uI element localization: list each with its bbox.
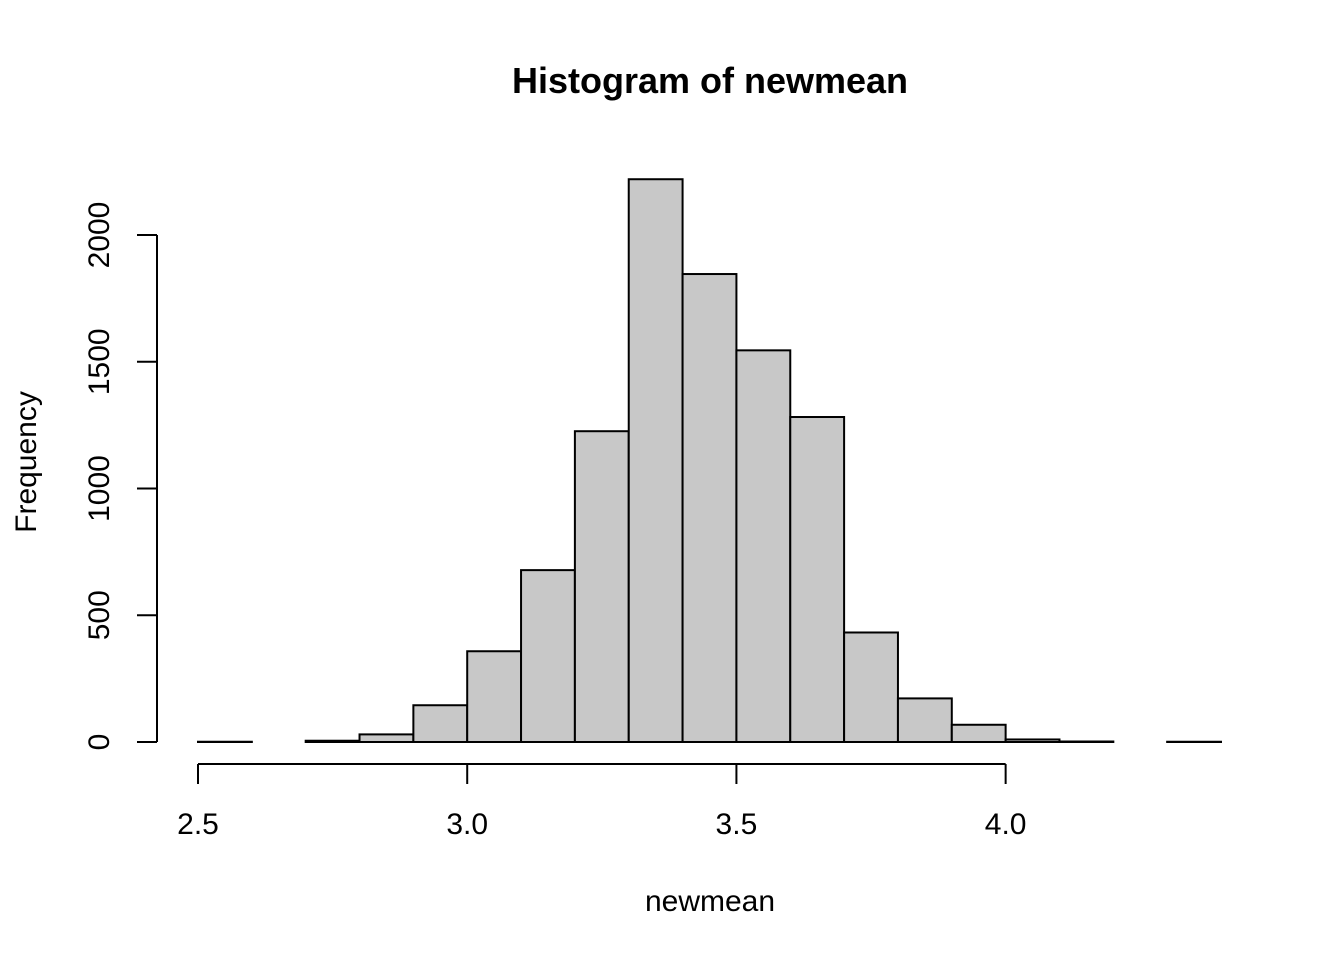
histogram-bar xyxy=(735,349,792,743)
histogram-bar xyxy=(520,569,576,744)
y-tick-label: 2000 xyxy=(83,202,116,269)
histogram-bar xyxy=(1004,738,1061,744)
histogram-bar xyxy=(627,178,684,744)
histogram-bar xyxy=(466,650,523,744)
x-axis-label: newmean xyxy=(645,885,775,918)
x-tick-label: 3.0 xyxy=(446,808,488,841)
histogram-bar xyxy=(843,631,899,743)
histogram-bar xyxy=(573,430,630,743)
x-axis: 2.5 3.0 3.5 4.0 xyxy=(177,763,1027,841)
histogram-bar xyxy=(950,723,1007,744)
histogram-bar xyxy=(412,704,469,743)
x-tick-label: 4.0 xyxy=(985,808,1027,841)
histogram-bar xyxy=(1058,740,1115,743)
histogram-bar xyxy=(681,273,738,743)
y-tick-label: 1500 xyxy=(83,328,116,395)
histogram-bar xyxy=(789,416,846,743)
y-axis-label: Frequency xyxy=(10,391,43,533)
bars-group xyxy=(197,178,1222,744)
chart-title: Histogram of newmean xyxy=(512,60,908,101)
y-axis: 0 500 1000 1500 2000 xyxy=(83,202,158,751)
histogram-bar xyxy=(358,733,415,744)
y-tick-label: 1000 xyxy=(83,455,116,522)
y-tick-label: 500 xyxy=(83,590,116,640)
x-tick-label: 2.5 xyxy=(177,808,219,841)
histogram-bar xyxy=(304,739,361,743)
x-tick-label: 3.5 xyxy=(716,808,758,841)
y-tick-label: 0 xyxy=(83,734,116,751)
histogram-bar xyxy=(896,697,953,744)
